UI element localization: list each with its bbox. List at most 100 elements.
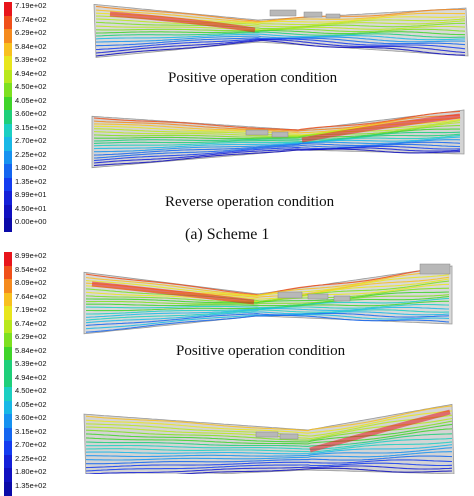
colorbar-swatch [4, 150, 12, 165]
streamline [85, 441, 453, 453]
gate-structure [419, 263, 451, 275]
colorbar-label: 2.25e+02 [15, 149, 47, 159]
streamline [85, 291, 450, 304]
colorbar-label: 6.29e+02 [15, 28, 47, 37]
streamline [95, 18, 466, 28]
jet-core [301, 113, 461, 143]
colorbar-swatch [4, 481, 12, 496]
gate-structure [269, 9, 297, 17]
colorbar-swatch [4, 265, 12, 280]
streamline [85, 423, 453, 443]
streamline [85, 270, 450, 296]
colorbar-swatch [4, 279, 12, 293]
streamline [93, 133, 461, 144]
streamline [85, 274, 450, 297]
flow-field-scheme2-reverse [83, 403, 455, 474]
colorbar-label: 5.84e+02 [15, 345, 47, 355]
colorbar-swatch [4, 164, 12, 178]
colorbar-swatch [4, 83, 12, 97]
colorbar-swatch [4, 29, 12, 43]
streamline [86, 447, 453, 458]
colorbar-label: 1.80e+02 [15, 163, 47, 172]
scheme1-label: (a) Scheme 1 [185, 226, 270, 243]
colorbar-swatch [4, 191, 12, 205]
gate-structure [303, 11, 323, 18]
colorbar-label: 4.50e+01 [15, 203, 47, 213]
gate-structure [333, 295, 351, 302]
streamline [93, 128, 460, 140]
colorbar-label: 4.05e+02 [15, 399, 47, 409]
colorbar-swatch [4, 346, 12, 361]
colorbar-swatch [4, 218, 12, 232]
colorbar-swatch [4, 454, 12, 469]
gate-structure [279, 433, 299, 440]
colorbar-swatch [4, 2, 12, 16]
streamline [93, 114, 461, 132]
streamline [95, 35, 466, 43]
colorbar-label: 4.05e+02 [15, 95, 47, 105]
gate-structure [325, 13, 341, 19]
streamline [85, 428, 453, 445]
streamline [95, 30, 466, 36]
colorbar-swatch [4, 42, 12, 57]
streamline [85, 465, 453, 474]
streamline [85, 309, 449, 321]
streamline [85, 410, 453, 434]
streamline [93, 134, 461, 147]
colorbar-swatch [4, 292, 12, 307]
colorbar-swatch [4, 15, 12, 30]
colorbar-label: 0.00e+00 [15, 217, 47, 226]
streamline [86, 294, 450, 305]
streamline [85, 433, 453, 447]
streamline [85, 405, 453, 432]
streamline [94, 139, 461, 153]
colorbar-label: 5.39e+02 [15, 55, 47, 64]
streamline [96, 28, 466, 33]
streamline [85, 287, 450, 303]
streamline [85, 459, 453, 469]
streamline [174, 467, 453, 474]
streamline [86, 455, 453, 465]
colorbar-label: 6.74e+02 [15, 14, 47, 24]
caption-scheme1-reverse: Reverse operation condition [165, 194, 335, 210]
jet-core [309, 409, 451, 453]
streamline [95, 33, 466, 41]
colorbar-label: 3.15e+02 [15, 426, 47, 436]
colorbar-swatch [4, 110, 12, 124]
streamline [95, 9, 465, 23]
streamline [93, 143, 461, 159]
colorbar-swatch [4, 137, 12, 151]
colorbar-label: 4.94e+02 [15, 372, 47, 382]
streamline [86, 297, 450, 309]
colorbar-label: 3.60e+02 [15, 413, 47, 422]
colorbar-swatch [4, 387, 12, 401]
colorbar-swatch [4, 123, 12, 138]
colorbar-label: 2.70e+02 [15, 136, 47, 145]
colorbar-label: 5.84e+02 [15, 41, 47, 51]
colorbar-label: 2.70e+02 [15, 440, 47, 449]
gate-structure [307, 293, 329, 300]
streamline [94, 117, 461, 134]
streamline [85, 451, 452, 461]
streamline [95, 5, 465, 22]
colorbar-label: 4.50e+02 [15, 386, 47, 395]
colorbar-swatch [4, 204, 12, 219]
streamline [93, 147, 461, 164]
colorbar-swatch [4, 306, 12, 320]
streamline [93, 141, 461, 156]
caption-scheme1-positive: Positive operation condition [168, 70, 338, 86]
streamline [95, 21, 465, 30]
streamline [85, 306, 449, 318]
streamline [93, 145, 460, 162]
colorbar-swatch [4, 468, 12, 482]
streamline [85, 311, 450, 324]
colorbar-swatch [4, 96, 12, 111]
colorbar-swatch [4, 177, 12, 192]
colorbar-label: 8.99e+02 [15, 251, 47, 260]
streamline [85, 444, 453, 455]
colorbar-label: 3.60e+02 [15, 109, 47, 118]
colorbar-label: 6.74e+02 [15, 318, 47, 328]
caption-scheme2-positive: Positive operation condition [176, 343, 346, 359]
colorbar-swatch [4, 333, 12, 347]
gate-structure [245, 129, 269, 136]
